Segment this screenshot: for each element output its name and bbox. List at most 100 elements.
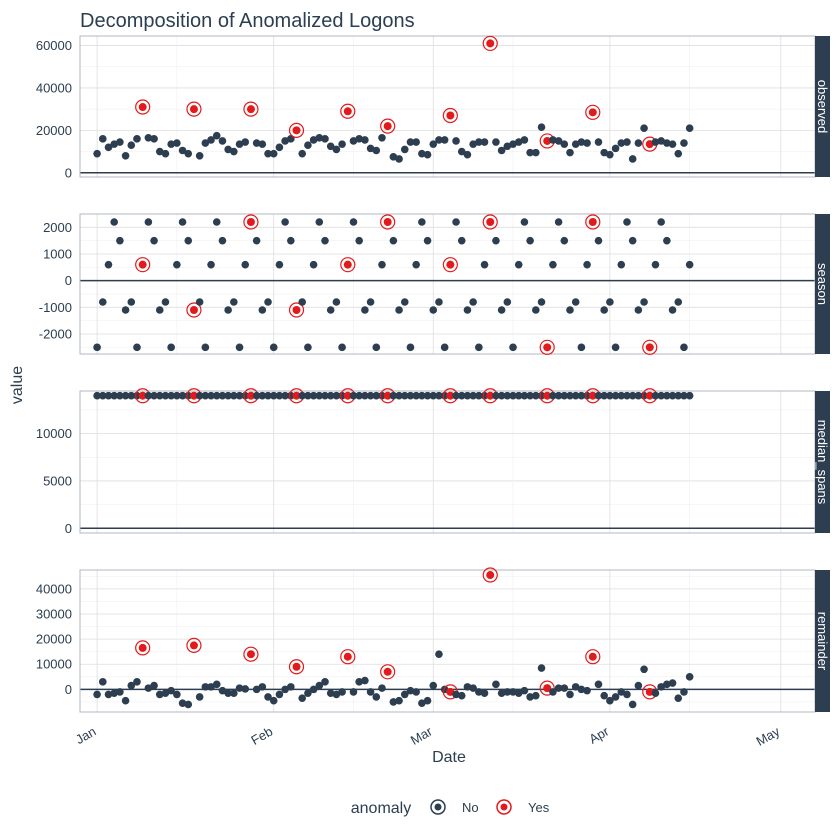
legend-yes-ring xyxy=(496,799,512,815)
data-point xyxy=(315,391,324,400)
anomaly-point xyxy=(383,122,392,131)
data-point xyxy=(155,147,164,156)
anomaly-point xyxy=(588,652,597,661)
data-point xyxy=(104,143,113,152)
data-point xyxy=(389,391,398,400)
data-point xyxy=(571,140,580,148)
data-point xyxy=(167,686,175,695)
data-point xyxy=(606,696,614,705)
data-point xyxy=(326,689,335,697)
data-point xyxy=(332,690,341,699)
anomaly-point xyxy=(543,391,552,400)
data-point xyxy=(400,298,409,306)
data-point xyxy=(600,306,608,314)
data-point xyxy=(452,690,460,699)
data-point xyxy=(520,391,529,400)
data-point xyxy=(241,260,250,269)
data-point xyxy=(594,138,603,146)
data-point xyxy=(304,343,312,352)
anomaly-ring xyxy=(442,257,458,273)
data-point xyxy=(218,686,227,695)
data-point xyxy=(634,139,643,147)
data-point xyxy=(207,136,215,144)
data-point xyxy=(389,236,398,245)
anomaly-ring xyxy=(380,118,396,134)
data-point xyxy=(628,700,637,709)
strip-background xyxy=(815,36,830,177)
data-point xyxy=(349,391,358,400)
anomaly-point xyxy=(189,306,198,314)
anomaly-point xyxy=(343,652,352,661)
anomaly-point xyxy=(138,260,147,269)
data-point xyxy=(463,391,472,400)
y-tick-label: 30000 xyxy=(36,606,72,621)
anomaly-ring xyxy=(482,567,498,583)
data-point xyxy=(412,688,420,696)
data-point xyxy=(218,236,227,245)
data-point xyxy=(173,391,181,400)
data-point xyxy=(583,391,591,400)
data-point xyxy=(412,391,420,400)
data-point xyxy=(554,684,563,692)
anomaly-point xyxy=(588,108,597,117)
data-point xyxy=(269,696,278,705)
data-point xyxy=(275,260,284,269)
anomaly-point xyxy=(292,391,301,400)
data-point xyxy=(480,689,489,697)
strip-label: season xyxy=(815,263,830,305)
data-point xyxy=(349,688,358,696)
data-point xyxy=(503,688,512,696)
data-point xyxy=(435,391,443,400)
data-point xyxy=(366,391,375,400)
data-point xyxy=(173,260,181,269)
data-point xyxy=(338,343,346,352)
y-tick-label: 5000 xyxy=(43,473,72,488)
data-point xyxy=(680,139,688,147)
anomaly-point xyxy=(486,391,495,400)
anomaly-ring xyxy=(186,637,202,653)
data-point xyxy=(127,681,136,690)
data-point xyxy=(321,391,329,400)
anomaly-ring xyxy=(288,302,305,318)
anomaly-point xyxy=(588,218,597,226)
data-point xyxy=(309,685,318,694)
data-point xyxy=(680,391,688,400)
data-point xyxy=(395,306,403,314)
x-tick-label: Jan xyxy=(73,724,99,747)
data-point xyxy=(463,306,472,314)
data-point xyxy=(133,391,141,400)
data-point xyxy=(503,142,512,151)
data-point xyxy=(116,688,124,696)
data-point xyxy=(674,391,683,400)
data-point xyxy=(400,145,409,154)
data-point xyxy=(287,391,295,400)
data-point xyxy=(680,688,688,696)
data-point xyxy=(264,149,272,158)
data-point xyxy=(423,236,432,245)
anomaly-point xyxy=(486,218,495,226)
anomaly-point xyxy=(486,571,495,580)
data-point xyxy=(537,664,546,672)
data-point xyxy=(554,391,563,400)
data-point xyxy=(178,218,187,226)
anomaly-point xyxy=(543,684,552,693)
strip-label: median_spans xyxy=(815,420,830,505)
data-point xyxy=(366,298,375,306)
data-point xyxy=(594,236,603,245)
data-point xyxy=(150,135,158,143)
data-point xyxy=(264,391,272,400)
data-point xyxy=(133,135,141,143)
data-point xyxy=(361,306,369,314)
data-point xyxy=(497,391,506,400)
data-point xyxy=(452,391,460,400)
data-point xyxy=(298,391,307,400)
data-point xyxy=(366,688,375,696)
data-point xyxy=(685,673,694,681)
anomaly-ring xyxy=(482,214,498,230)
data-point xyxy=(520,686,529,695)
data-point xyxy=(207,391,215,400)
data-point xyxy=(178,699,187,708)
legend-no-dot xyxy=(434,803,442,811)
data-point xyxy=(611,693,620,701)
data-point xyxy=(492,680,500,689)
